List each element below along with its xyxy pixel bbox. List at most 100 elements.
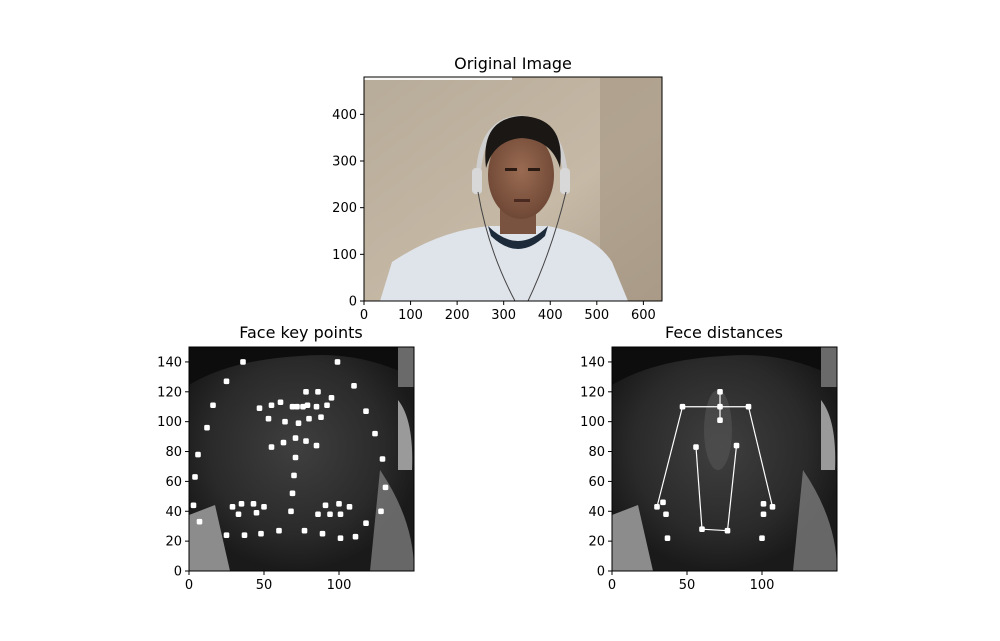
distance-point-marker	[660, 499, 666, 506]
keypoint-marker	[327, 511, 333, 518]
y-tick-label-original: 100	[332, 248, 357, 263]
keypoint-marker	[289, 490, 296, 497]
y-tick-label-keypoints: 60	[165, 475, 182, 490]
keypoint-marker	[351, 383, 357, 389]
keypoint-marker	[291, 472, 297, 479]
keypoint-marker	[295, 420, 302, 426]
panel-title-distances: Fece distances	[665, 323, 783, 342]
keypoint-marker	[261, 503, 267, 510]
distance-point-marker	[724, 527, 731, 534]
panel-distances: Fece distances 0 50 100 0 20 40 60 80 100 120 140	[580, 323, 838, 593]
y-tick-label-distances: 40	[588, 505, 605, 520]
distance-point-marker	[717, 389, 723, 395]
distance-line	[747, 406, 774, 507]
keypoint-marker	[363, 520, 369, 527]
ticks-keypoints: 0 50 100 0 20 40 60 80 100 120 140	[157, 355, 351, 593]
keypoint-marker	[300, 403, 306, 410]
keypoint-marker	[235, 511, 242, 518]
keypoint-marker	[223, 532, 230, 538]
keypoints-face-image	[189, 347, 414, 571]
x-tick-label-original: 300	[491, 308, 516, 323]
keypoint-marker	[303, 389, 309, 395]
keypoint-marker	[337, 535, 344, 541]
keypoint-marker	[382, 484, 389, 491]
y-tick-label-distances: 60	[588, 475, 605, 490]
x-tick-label-keypoints: 0	[185, 578, 193, 593]
distance-line	[701, 528, 728, 532]
distance-point-marker	[760, 501, 767, 507]
x-tick-label-distances: 100	[750, 578, 775, 593]
y-tick-label-distances: 120	[580, 385, 605, 400]
y-tick-label-original: 0	[349, 295, 357, 310]
y-tick-label-distances: 140	[580, 355, 605, 370]
distance-point-marker	[745, 403, 752, 410]
distances-face-image	[612, 347, 837, 571]
x-tick-label-original: 400	[538, 308, 563, 323]
keypoint-marker	[190, 502, 197, 509]
distance-line	[726, 445, 738, 531]
keypoint-marker	[280, 439, 287, 446]
y-tick-label-original: 300	[332, 155, 357, 170]
keypoint-marker	[265, 415, 272, 422]
x-tick-label-original: 200	[445, 308, 470, 323]
keypoint-marker	[324, 402, 330, 409]
distance-point-marker	[664, 535, 671, 541]
panel-original: Original Image	[332, 54, 663, 323]
keypoint-marker	[313, 442, 320, 449]
distance-point-marker	[717, 403, 723, 410]
keypoints-scatter	[190, 359, 389, 541]
distance-point-marker	[699, 526, 705, 532]
keypoint-marker	[378, 508, 384, 515]
keypoint-marker	[304, 402, 311, 409]
keypoint-marker	[268, 444, 275, 450]
y-tick-label-distances: 100	[580, 415, 605, 430]
keypoint-marker	[328, 394, 335, 401]
keypoint-marker	[223, 378, 230, 385]
keypoint-marker	[379, 456, 386, 462]
keypoint-marker	[303, 438, 309, 444]
keypoint-marker	[192, 474, 198, 480]
keypoint-marker	[315, 511, 321, 518]
keypoint-marker	[250, 501, 257, 507]
keypoint-marker	[292, 454, 299, 461]
y-tick-label-keypoints: 40	[165, 505, 182, 520]
keypoint-marker	[372, 430, 378, 437]
original-photo	[364, 77, 662, 301]
x-tick-label-original: 500	[584, 308, 609, 323]
x-tick-label-distances: 0	[608, 578, 616, 593]
keypoint-marker	[288, 508, 294, 515]
y-tick-label-keypoints: 0	[174, 565, 182, 580]
y-tick-label-keypoints: 120	[157, 385, 182, 400]
keypoint-marker	[210, 402, 216, 409]
distances-points	[654, 389, 776, 541]
keypoint-marker	[318, 414, 324, 420]
y-tick-label-keypoints: 100	[157, 415, 182, 430]
keypoint-marker	[337, 511, 344, 518]
y-tick-label-original: 200	[332, 201, 357, 216]
x-tick-label-original: 600	[631, 308, 656, 323]
keypoint-marker	[352, 533, 359, 540]
distance-point-marker	[760, 511, 767, 518]
keypoint-marker	[256, 405, 263, 412]
axes-frame-distances	[611, 346, 838, 572]
keypoint-marker	[301, 527, 308, 534]
distance-point-marker	[693, 444, 699, 450]
keypoint-marker	[276, 527, 282, 534]
distance-point-marker	[759, 535, 765, 541]
distance-line	[695, 447, 703, 530]
keypoint-marker	[334, 359, 341, 365]
keypoint-marker	[322, 502, 329, 509]
keypoint-marker	[363, 408, 369, 415]
keypoint-marker	[204, 424, 210, 431]
distance-point-marker	[769, 503, 776, 510]
y-tick-label-distances: 0	[597, 565, 605, 580]
y-tick-label-distances: 20	[588, 535, 605, 550]
distance-point-marker	[663, 511, 669, 518]
panel-title-keypoints: Face key points	[239, 323, 363, 342]
keypoint-marker	[238, 501, 245, 507]
panel-keypoints: Face key points 0 50 100 0 20 40 60 80 100 120 140	[157, 323, 415, 593]
y-tick-label-keypoints: 80	[165, 445, 182, 460]
keypoint-marker	[241, 532, 248, 538]
y-tick-label-keypoints: 140	[157, 355, 182, 370]
